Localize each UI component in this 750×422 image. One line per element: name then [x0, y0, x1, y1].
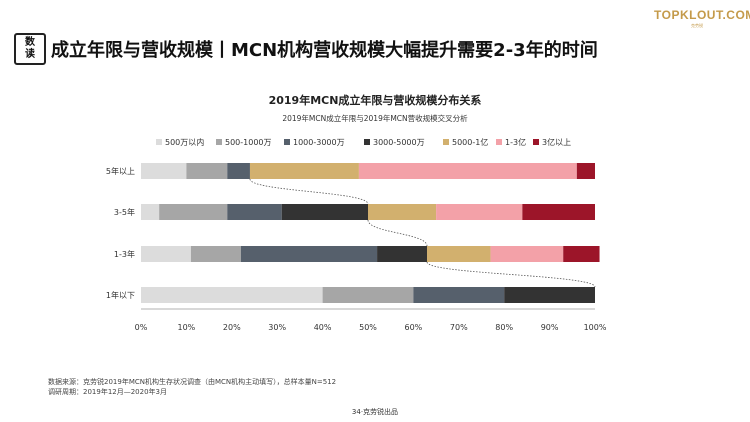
category-label: 1-3年 [114, 249, 135, 259]
legend-label: 500-1000万 [225, 138, 272, 147]
logo-wordmark: TOPKLOUT.COM [654, 8, 750, 22]
chart-subtitle: 2019年MCN成立年限与2019年MCN营收规模交叉分析 [282, 114, 468, 123]
chart-title: 2019年MCN成立年限与营收规模分布关系 [268, 94, 482, 107]
legend-swatch [443, 139, 449, 145]
legend-swatch [284, 139, 290, 145]
data-source-note: 数据来源：克劳锐2019年MCN机构生存状况调查（由MCN机构主动填写），总样本… [48, 378, 337, 386]
x-tick-label: 100% [584, 323, 607, 332]
badge-char-1: 数 [25, 37, 35, 48]
bar-segment [322, 287, 414, 303]
brand-logo: TOPKLOUT.COM 克劳锐 [654, 8, 750, 29]
bar-segment [141, 246, 191, 262]
survey-period-note: 调研周期：2019年12月—2020年3月 [48, 388, 167, 396]
legend-label: 3亿以上 [542, 137, 571, 147]
bar-segment [159, 204, 228, 220]
x-tick-label: 10% [178, 323, 196, 332]
category-label: 3-5年 [114, 207, 135, 217]
x-tick-label: 90% [541, 323, 559, 332]
bar-segment [490, 246, 564, 262]
connector-line [426, 261, 596, 288]
legend-swatch [496, 139, 502, 145]
x-tick-label: 70% [450, 323, 468, 332]
badge-char-2: 读 [25, 49, 35, 60]
bar-segment [358, 163, 577, 179]
page-headline: 成立年限与营收规模丨MCN机构营收规模大幅提升需要2-3年的时间 [51, 40, 598, 61]
bar-segment [141, 287, 323, 303]
connector-line [367, 219, 428, 247]
bar-segment [186, 163, 228, 179]
bar-segment [240, 246, 378, 262]
category-label: 1年以下 [106, 290, 135, 300]
bar-segment [190, 246, 241, 262]
legend-label: 1-3亿 [505, 137, 526, 147]
x-tick-label: 30% [268, 323, 286, 332]
x-tick-label: 50% [359, 323, 377, 332]
bar-segment [281, 204, 368, 220]
bar-segment [141, 204, 160, 220]
bar-segment [522, 204, 595, 220]
x-tick-label: 60% [405, 323, 423, 332]
page-footer: 34·克劳锐出品 [351, 408, 399, 416]
legend-swatch [156, 139, 162, 145]
logo-tagline: 克劳锐 [691, 23, 703, 28]
bar-segment [368, 204, 437, 220]
connector-line [249, 178, 369, 205]
x-tick-label: 0% [135, 323, 148, 332]
bar-segment [504, 287, 595, 303]
legend-label: 500万以内 [165, 137, 204, 147]
bar-segment [141, 163, 187, 179]
legend-swatch [216, 139, 222, 145]
legend-swatch [533, 139, 539, 145]
bar-segment [576, 163, 595, 179]
bar-segment [377, 246, 428, 262]
bar-segment [227, 163, 250, 179]
x-tick-label: 20% [223, 323, 241, 332]
bar-segment [413, 287, 505, 303]
legend-label: 3000-5000万 [373, 138, 425, 147]
bar-segment [436, 204, 523, 220]
bar-segment [227, 204, 282, 220]
legend-label: 5000-1亿 [452, 137, 488, 147]
section-badge: 数 读 [14, 33, 46, 65]
bar-segment [427, 246, 491, 262]
bar-segment [563, 246, 600, 262]
legend-label: 1000-3000万 [293, 138, 345, 147]
legend-swatch [364, 139, 370, 145]
x-tick-label: 80% [495, 323, 513, 332]
x-tick-label: 40% [314, 323, 332, 332]
category-label: 5年以上 [106, 166, 135, 176]
bar-segment [249, 163, 359, 179]
